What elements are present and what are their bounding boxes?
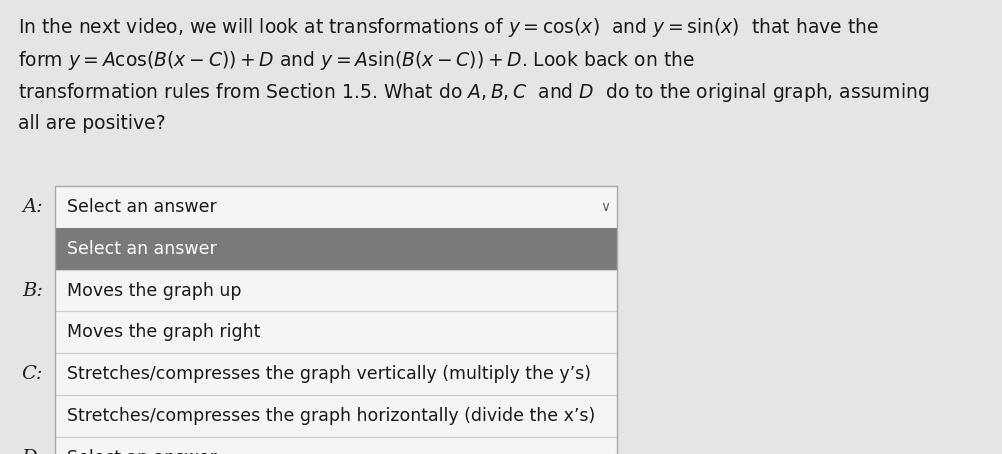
Text: Select an answer: Select an answer [67, 198, 216, 216]
FancyBboxPatch shape [55, 437, 616, 454]
Text: D:: D: [21, 449, 43, 454]
FancyBboxPatch shape [55, 186, 616, 228]
Text: Stretches/compresses the graph horizontally (divide the x’s): Stretches/compresses the graph horizonta… [67, 407, 595, 425]
FancyBboxPatch shape [55, 353, 616, 395]
Text: Select an answer: Select an answer [67, 449, 216, 454]
FancyBboxPatch shape [55, 311, 616, 353]
Text: B:: B: [22, 281, 43, 300]
FancyBboxPatch shape [55, 186, 616, 454]
Text: Moves the graph up: Moves the graph up [67, 281, 241, 300]
Text: transformation rules from Section 1.5. What do $A, B, C$  and $D$  do to the ori: transformation rules from Section 1.5. W… [18, 81, 928, 104]
Text: Select an answer: Select an answer [67, 240, 216, 258]
Text: form $y = A\cos(B(x-C)) + D$ and $y = A\sin(B(x-C)) + D$. Look back on the: form $y = A\cos(B(x-C)) + D$ and $y = A\… [18, 49, 694, 72]
Text: In the next video, we will look at transformations of $y = \cos(x)$  and $y = \s: In the next video, we will look at trans… [18, 16, 878, 39]
FancyBboxPatch shape [55, 228, 616, 270]
Text: Stretches/compresses the graph vertically (multiply the y’s): Stretches/compresses the graph verticall… [67, 365, 590, 383]
Text: ∨: ∨ [599, 200, 609, 214]
FancyBboxPatch shape [55, 270, 616, 311]
Text: all are positive?: all are positive? [18, 114, 165, 133]
Text: C:: C: [22, 365, 43, 383]
Text: Moves the graph right: Moves the graph right [67, 323, 261, 341]
Text: A:: A: [22, 198, 43, 216]
FancyBboxPatch shape [55, 395, 616, 437]
Text: ∨: ∨ [599, 451, 609, 454]
